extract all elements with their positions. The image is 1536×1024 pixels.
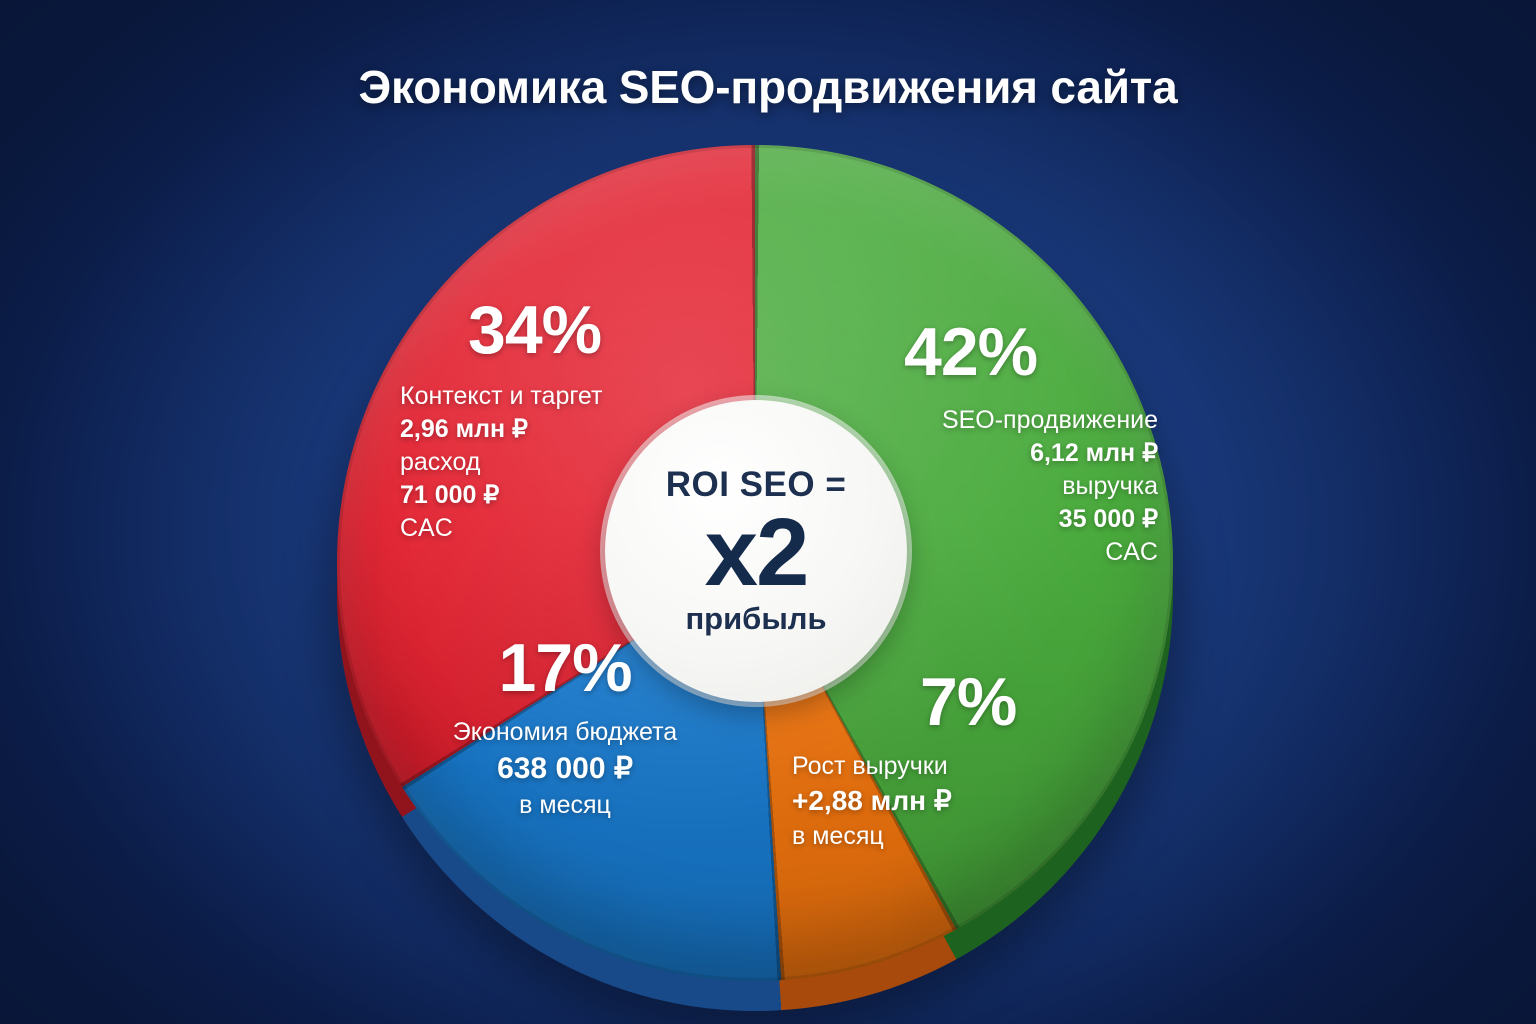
hub-profit-label: прибыль [685,600,827,636]
slice-line: 71 000 ₽ [400,481,500,509]
slice-line: расход [400,448,481,476]
slice-line: CAC [400,514,453,542]
hub-roi-label: ROI SEO = [665,465,847,505]
slice-line: +2,88 млн ₽ [792,785,952,816]
slice-lines-growth: Рост выручки +2,88 млн ₽ в месяц [792,750,1052,853]
slice-label-savings: 17% Экономия бюджета 638 000 ₽ в месяц [420,634,710,822]
slice-lines-context: Контекст и таргет 2,96 млн ₽ расход 71 0… [400,380,650,545]
slice-line: в месяц [792,821,884,850]
page-title: Экономика SEO-продвижения сайта [358,61,1178,113]
slice-label-growth: 7% Рост выручки +2,88 млн ₽ в месяц [792,668,1052,853]
slice-line: Контекст и таргет [400,382,603,410]
slice-lines-seo: SEO-продвижение 6,12 млн ₽ выручка 35 00… [900,404,1158,569]
slice-percent-savings: 17% [498,630,632,706]
slice-label-context: 34% Контекст и таргет 2,96 млн ₽ расход … [400,296,650,545]
slice-percent-seo: 42% [904,314,1038,390]
slice-percent-context: 34% [468,292,602,368]
slice-line: Экономия бюджета [452,718,678,746]
slice-line: 2,96 млн ₽ [400,415,528,443]
slice-line: CAC [1105,538,1158,566]
slice-line: 35 000 ₽ [1058,505,1158,533]
slice-line: 6,12 млн ₽ [1030,439,1158,467]
slice-line: Рост выручки [792,752,948,780]
hub-multiplier: x2 [704,499,810,607]
slice-line: в месяц [519,790,611,819]
slice-lines-savings: Экономия бюджета 638 000 ₽ в месяц [420,716,710,822]
center-hub: ROI SEO = x2 прибыль [605,400,907,702]
slice-line: выручка [1062,472,1158,500]
slice-label-seo: 42% SEO-продвижение 6,12 млн ₽ выручка 3… [900,318,1180,569]
slice-percent-growth: 7% [920,664,1017,740]
slice-line: 638 000 ₽ [497,752,633,785]
slice-line: SEO-продвижение [941,406,1158,434]
